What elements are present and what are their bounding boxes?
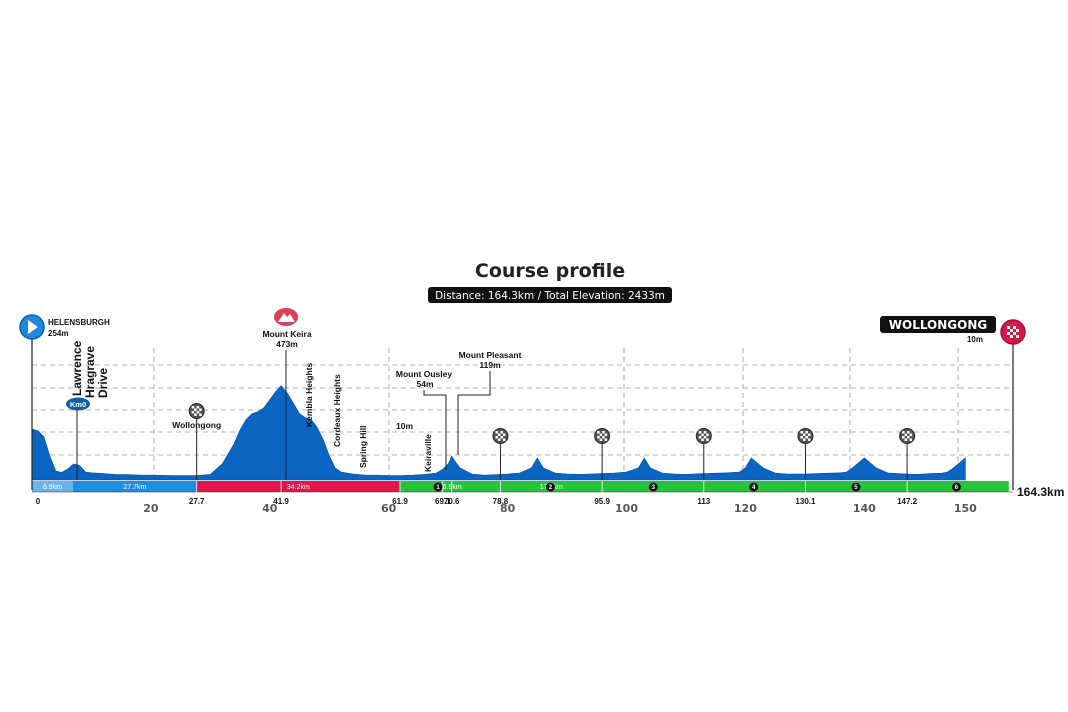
lap-markers: 1 2 3 4 5 6 (433, 482, 961, 492)
lap-number-4: 5 (854, 485, 858, 491)
km-marks: 27.7 41.9 61.9 69.170.6 78.8 95.9 113 130.1 147.… (32, 481, 1013, 506)
lawrence-line-3: Drive (96, 368, 110, 398)
lap-number-0: 1 (436, 485, 440, 491)
mount-keira-elevation: 473m (276, 339, 298, 349)
sprint-marker-2 (594, 428, 611, 480)
x-tick-120: 120 (734, 502, 757, 515)
lap-badge-5 (951, 482, 961, 492)
finish-name-badge (880, 316, 996, 333)
km0-marker: Km0 (66, 397, 90, 480)
lap-badge-2 (648, 482, 658, 492)
km-mark-label-9: 147.2 (897, 497, 918, 506)
segment-bar-3 (399, 481, 501, 492)
finish-name: WOLLONGONG (889, 318, 988, 332)
ten-m-label: 10m (396, 421, 413, 431)
elevation-profile-area (31, 385, 966, 481)
lap-badge-0 (433, 482, 443, 492)
sprint-label-0: Wollongong (172, 420, 221, 430)
km-mark-label-4: 70.6 (444, 497, 460, 506)
sprint-marker-4 (797, 428, 814, 480)
start-marker: HELENSBURGH 254m (19, 314, 110, 490)
end-distance-label: 164.3km (1017, 485, 1064, 499)
mount-ousley-elevation: 54m (416, 379, 433, 389)
segment-bar-2 (196, 481, 400, 492)
lap-number-2: 3 (652, 485, 656, 491)
lawrence-label: Lawrence Hragrave Drive (70, 340, 110, 398)
x-tick-0: 0 (36, 497, 41, 506)
segment-label-2: 34.2km (287, 484, 310, 491)
sprint-marker-0: Wollongong (172, 403, 221, 480)
km-mark-label-5: 78.8 (493, 497, 509, 506)
km-mark-label-3: 69.1 (435, 497, 451, 506)
x-tick-80: 80 (500, 502, 516, 515)
sprint-marker-5 (899, 428, 916, 480)
start-name: HELENSBURGH (48, 318, 110, 327)
subtitle-badge (428, 287, 672, 303)
lap-badge-3 (749, 482, 759, 492)
x-tick-60: 60 (381, 502, 397, 515)
km-mark-label-0: 27.7 (189, 497, 205, 506)
km-mark-label-7: 113 (697, 497, 710, 506)
km-mark-label-1: 41.9 (273, 497, 289, 506)
mount-ousley-label: Mount Ousley (396, 369, 452, 379)
x-tick-100: 100 (615, 502, 638, 515)
mount-keira-label: Mount Keira (262, 329, 311, 339)
segment-label-1: 27.7km (123, 484, 146, 491)
keiraville-label: Keiraville (423, 434, 433, 472)
lap-number-3: 4 (752, 485, 756, 491)
finish-marker: WOLLONGONG 10m (880, 316, 1026, 490)
x-tick-40: 40 (262, 502, 278, 515)
start-elevation: 254m (48, 329, 68, 338)
sprint-markers: Wollongong (172, 403, 916, 480)
mount-pleasant-marker: Mount Pleasant 119m (457, 350, 522, 455)
segment-bar-0 (32, 481, 74, 492)
finish-elevation: 10m (967, 335, 983, 344)
km-mark-label-2: 61.9 (392, 497, 408, 506)
mount-ousley-marker: Mount Ousley 54m (396, 369, 452, 470)
chart-subtitle: Distance: 164.3km / Total Elevation: 243… (435, 290, 665, 302)
segment-label-3: 16.9km (439, 484, 462, 491)
lap-number-1: 2 (549, 485, 553, 491)
km-mark-label-8: 130.1 (795, 497, 816, 506)
lawrence-line-1: Lawrence (70, 340, 84, 396)
x-tick-140: 140 (853, 502, 876, 515)
sprint-marker-1 (492, 428, 509, 480)
kembla-label: Kembla Heights (304, 362, 314, 427)
x-tick-150: 150 (954, 502, 977, 515)
profile-layer (31, 385, 966, 481)
lap-number-5: 6 (955, 485, 959, 491)
km0-label: Km0 (70, 400, 86, 409)
x-tick-20: 20 (143, 502, 159, 515)
segment-label-0: 6.9km (43, 484, 62, 491)
lap-badge-1 (545, 482, 555, 492)
mount-pleasant-label: Mount Pleasant (459, 350, 522, 360)
mount-keira-marker: Mount Keira 473m (262, 308, 312, 480)
chart-title: Course profile (475, 260, 625, 282)
mount-pleasant-elevation: 119m (479, 360, 501, 370)
segment-bar-1 (73, 481, 197, 492)
lap-badge-4 (851, 482, 861, 492)
sprint-marker-3 (695, 428, 712, 480)
km-mark-label-6: 95.9 (594, 497, 610, 506)
spring-hill-label: Spring Hill (358, 426, 368, 469)
cordeaux-label: Cordeaux Heights (332, 374, 342, 447)
x-axis: 0 20 40 60 80 100 120 140 150 (36, 497, 977, 515)
lawrence-line-2: Hragrave (83, 346, 97, 398)
